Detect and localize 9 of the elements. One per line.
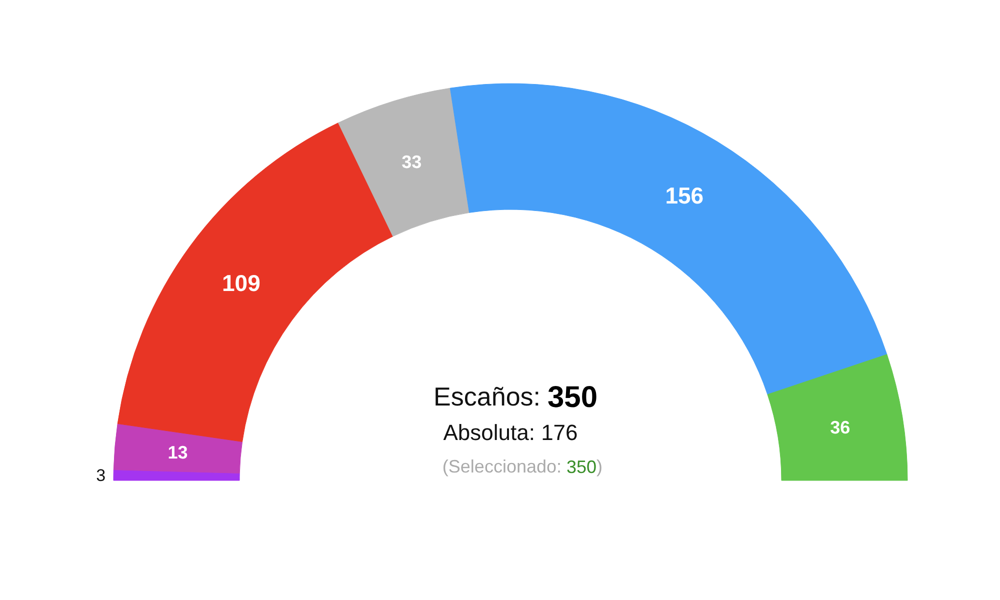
data-label: 36 — [830, 417, 850, 438]
data-label: 3 — [96, 466, 106, 486]
data-label: 13 — [168, 442, 188, 463]
data-label: 33 — [402, 152, 422, 172]
data-label: 109 — [222, 270, 260, 296]
text: Escaños: 350 — [434, 381, 598, 414]
text: (Seleccionado: 350) — [442, 456, 602, 477]
data-label: 156 — [665, 182, 704, 208]
text: Absoluta: 176 — [443, 420, 578, 445]
